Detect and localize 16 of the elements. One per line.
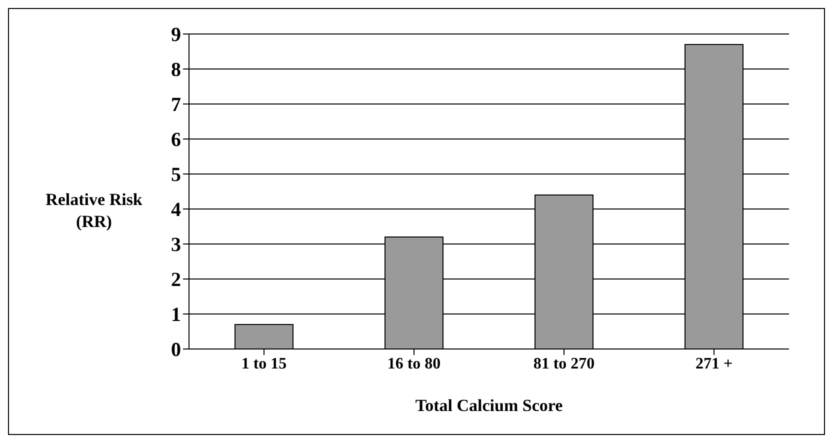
y-tick-label: 6 (171, 129, 181, 152)
y-tick-label: 2 (171, 269, 181, 292)
y-tick-label: 1 (171, 304, 181, 326)
x-tick-label: 81 to 270 (533, 355, 595, 372)
y-axis-title: Relative Risk (RR) (44, 189, 144, 233)
y-tick-label: 9 (171, 24, 181, 46)
x-axis-title: Total Calcium Score (415, 396, 564, 415)
y-tick-label: 3 (171, 234, 181, 256)
x-tick-label: 1 to 15 (241, 355, 287, 372)
y-tick-label: 5 (171, 164, 181, 186)
x-tick-label: 271 + (695, 355, 733, 372)
y-tick-label: 0 (171, 339, 181, 362)
y-tick-label: 4 (171, 199, 181, 222)
y-tick-label: 7 (171, 94, 181, 116)
y-tick-label: 8 (171, 59, 181, 82)
x-tick-label: 16 to 80 (387, 355, 441, 372)
